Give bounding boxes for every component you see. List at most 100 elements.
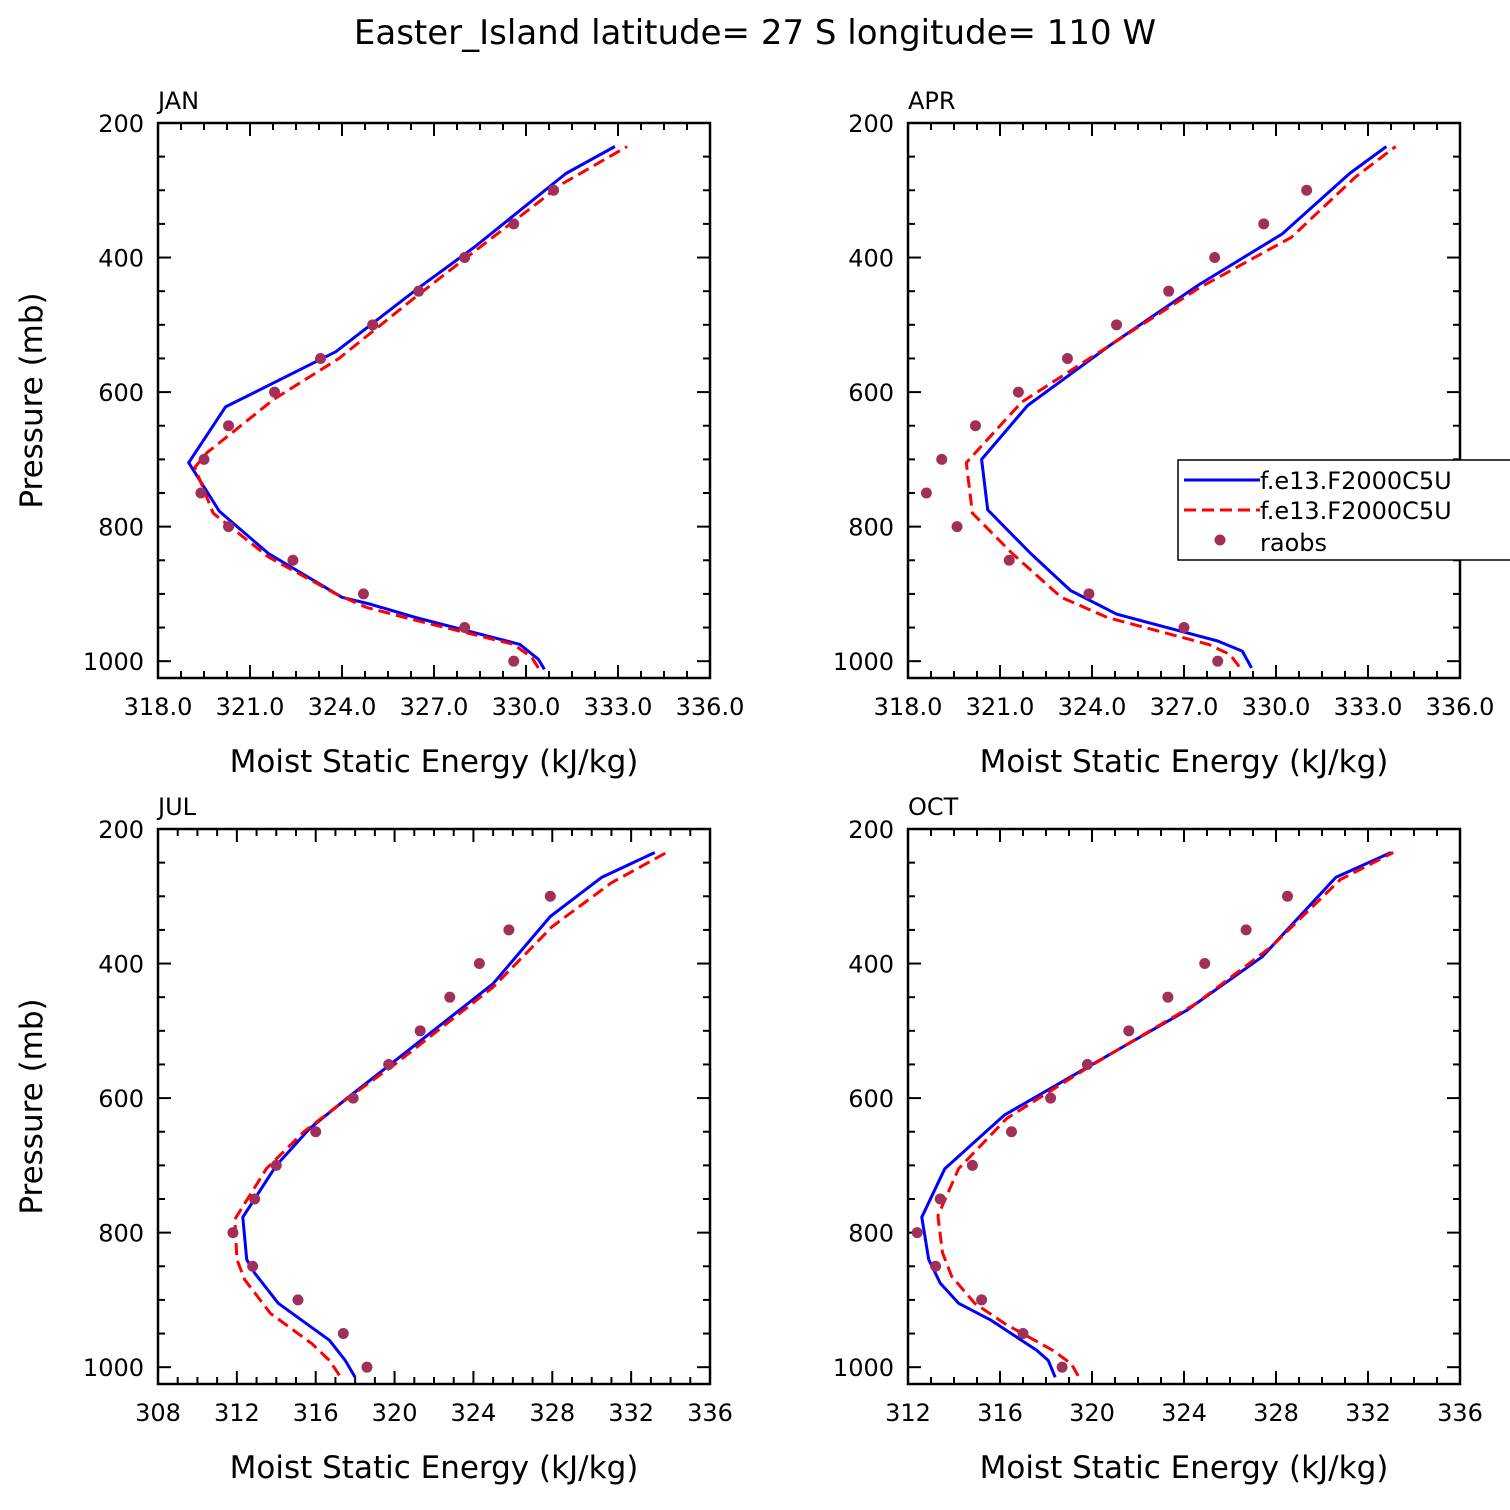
y-tick-label: 800 xyxy=(848,514,894,542)
y-tick-label: 1000 xyxy=(833,648,894,676)
x-tick-label: 332 xyxy=(608,1399,654,1427)
raobs-point xyxy=(198,453,210,465)
x-tick-label: 318.0 xyxy=(874,693,943,721)
x-tick-label: 333.0 xyxy=(1334,693,1403,721)
raobs-point xyxy=(1017,1328,1029,1340)
series-line-solid-blue xyxy=(241,851,656,1379)
raobs-point xyxy=(508,218,520,230)
raobs-point xyxy=(951,521,963,533)
raobs-point xyxy=(357,588,369,600)
x-tick-label: 316 xyxy=(293,1399,339,1427)
raobs-point xyxy=(315,352,327,364)
series-line-dashed-red xyxy=(964,145,1397,668)
y-tick-label: 200 xyxy=(98,110,144,138)
figure-title: Easter_Island latitude= 27 S longitude= … xyxy=(354,13,1156,53)
x-tick-label: 320 xyxy=(1069,1399,1115,1427)
raobs-point xyxy=(367,319,379,331)
legend-label: raobs xyxy=(1260,529,1327,557)
x-tick-label: 336.0 xyxy=(676,693,745,721)
plot-frame xyxy=(156,827,712,1386)
raobs-point xyxy=(1162,991,1174,1003)
x-axis-label: Moist Static Energy (kJ/kg) xyxy=(230,744,639,780)
series-line-dashed-red xyxy=(936,851,1394,1377)
x-tick-label: 336.0 xyxy=(1426,693,1495,721)
y-tick-label: 200 xyxy=(848,110,894,138)
series-line-solid-blue xyxy=(920,851,1392,1378)
raobs-point xyxy=(444,991,456,1003)
raobs-point xyxy=(459,622,471,634)
y-tick-label: 200 xyxy=(98,816,144,844)
raobs-point xyxy=(1209,252,1221,264)
x-tick-label: 328 xyxy=(529,1399,575,1427)
panels: 200 400 600 800 1000 318.0 321.0 324.0 327.0 330.… xyxy=(14,87,1494,1486)
y-tick-label: 200 xyxy=(848,816,894,844)
raobs-point xyxy=(548,184,560,196)
raobs-point xyxy=(976,1294,988,1306)
panel-jan: 200 400 600 800 1000 318.0 321.0 324.0 327.0 330.… xyxy=(14,87,744,780)
x-axis-label: Moist Static Energy (kJ/kg) xyxy=(230,1450,639,1486)
raobs-point xyxy=(1061,352,1073,364)
raobs-point xyxy=(1083,588,1095,600)
y-tick-label: 600 xyxy=(98,1085,144,1113)
x-tick-label: 324 xyxy=(1161,1399,1207,1427)
raobs-point xyxy=(383,1058,395,1070)
panel-label-jul: JUL xyxy=(156,793,197,821)
panel-oct: 200 400 600 800 1000 312 316 320 324 328 332 336 OCT… xyxy=(833,793,1483,1486)
raobs-point xyxy=(1301,184,1313,196)
raobs-point xyxy=(223,521,235,533)
x-tick-label: 336 xyxy=(1437,1399,1483,1427)
raobs-point xyxy=(1006,1126,1017,1138)
raobs-point xyxy=(1163,285,1175,297)
series-line-dashed-red xyxy=(233,851,668,1377)
raobs-point xyxy=(249,1193,261,1205)
raobs-point xyxy=(1212,655,1224,667)
x-tick-label: 333.0 xyxy=(584,693,653,721)
raobs-point xyxy=(292,1294,304,1306)
raobs-point xyxy=(195,487,207,499)
y-tick-label: 1000 xyxy=(833,1354,894,1382)
raobs-point xyxy=(920,487,932,499)
x-axis-label: Moist Static Energy (kJ/kg) xyxy=(980,744,1389,780)
x-tick-label: 324.0 xyxy=(1058,693,1127,721)
raobs-point xyxy=(1178,622,1190,634)
x-tick-label: 327.0 xyxy=(1150,693,1219,721)
raobs-point xyxy=(287,554,299,566)
raobs-point xyxy=(966,1159,978,1171)
raobs-point xyxy=(1258,218,1270,230)
panel-label-apr: APR xyxy=(908,87,956,115)
raobs-point xyxy=(347,1092,359,1104)
series-line-solid-blue xyxy=(980,145,1388,669)
raobs-point xyxy=(270,1159,282,1171)
y-tick-label: 400 xyxy=(848,245,894,273)
legend-box xyxy=(1177,459,1510,561)
raobs-point xyxy=(1240,924,1252,936)
raobs-point xyxy=(508,655,520,667)
raobs-point xyxy=(1282,890,1293,902)
x-tick-label: 308 xyxy=(135,1399,181,1427)
raobs-point xyxy=(969,420,981,432)
x-tick-label: 328 xyxy=(1253,1399,1299,1427)
y-tick-label: 600 xyxy=(848,1085,894,1113)
raobs-point xyxy=(361,1361,373,1373)
y-tick-label: 600 xyxy=(848,379,894,407)
raobs-point xyxy=(1056,1361,1068,1373)
raobs-point xyxy=(337,1328,349,1340)
raobs-point xyxy=(413,285,425,297)
x-tick-label: 321.0 xyxy=(966,693,1035,721)
plot-frame xyxy=(906,827,1462,1386)
raobs-point xyxy=(1003,554,1015,566)
x-tick-label: 321.0 xyxy=(216,693,285,721)
raobs-point xyxy=(1199,958,1211,970)
y-tick-label: 800 xyxy=(98,514,144,542)
raobs-point xyxy=(310,1126,322,1138)
y-tick-label: 800 xyxy=(98,1220,144,1248)
x-tick-label: 318.0 xyxy=(124,693,193,721)
raobs-point xyxy=(1045,1092,1057,1104)
x-tick-label: 330.0 xyxy=(1242,693,1311,721)
x-tick-label: 324 xyxy=(451,1399,497,1427)
x-tick-label: 336 xyxy=(687,1399,733,1427)
raobs-point xyxy=(936,453,948,465)
raobs-point xyxy=(247,1260,259,1272)
raobs-point xyxy=(473,958,485,970)
raobs-point xyxy=(227,1227,239,1239)
